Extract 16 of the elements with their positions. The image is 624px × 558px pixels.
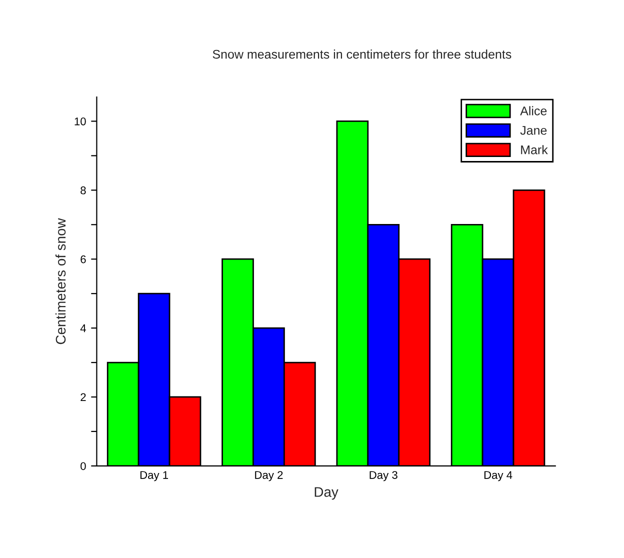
x-tick-label: Day 1: [140, 471, 168, 482]
y-tick-label: 2: [80, 393, 86, 402]
legend-label: Alice: [520, 106, 547, 116]
y-tick-label: 0: [80, 462, 86, 470]
y-axis-title: Centimeters of snow: [55, 218, 66, 344]
legend-label: Jane: [520, 126, 547, 135]
y-tick-label: 8: [80, 186, 86, 194]
y-tick-label: 10: [74, 117, 86, 126]
legend-label: Mark: [521, 145, 548, 154]
chart-title: Snow measurements in centimeters for three students: [212, 50, 512, 59]
y-tick-label: 4: [80, 324, 86, 332]
y-tick-label: 6: [80, 255, 86, 264]
x-tick-label: Day 3: [370, 471, 398, 482]
x-tick-label: Day 2: [255, 471, 283, 482]
x-axis-title: Day: [314, 487, 338, 500]
x-tick-label: Day 4: [484, 471, 512, 482]
